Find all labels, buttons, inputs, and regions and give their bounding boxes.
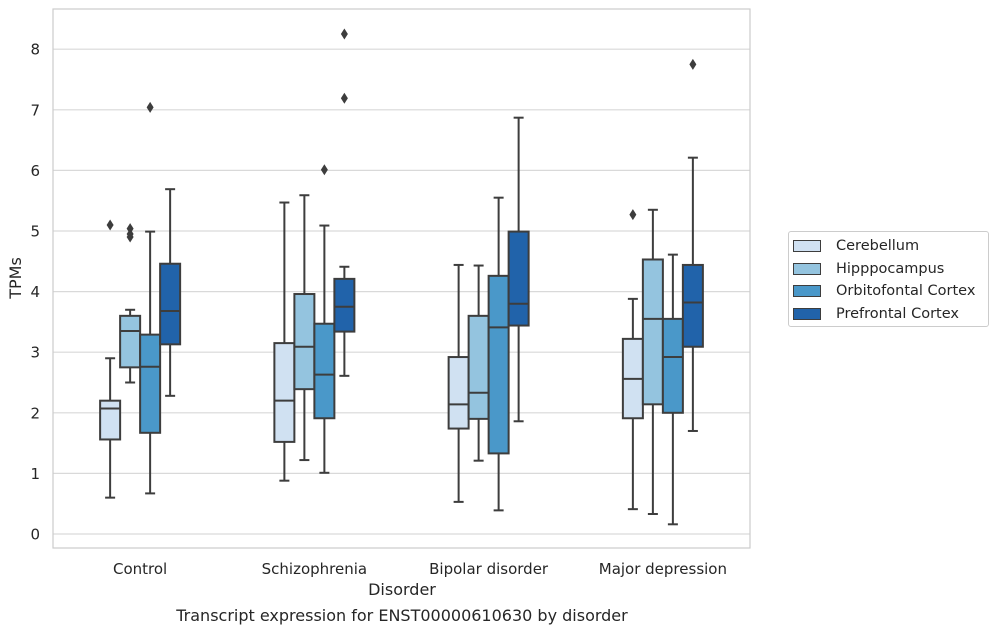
legend-swatch-prefrontal: [793, 307, 821, 320]
outlier-point: [106, 219, 114, 231]
box: [487, 196, 510, 512]
legend-swatch-orbitofrontal: [793, 285, 821, 298]
box: [139, 101, 162, 495]
x-tick-label: Major depression: [599, 560, 727, 578]
legend-label: Prefrontal Cortex: [836, 305, 959, 322]
box-body: [293, 293, 316, 391]
box-body: [641, 258, 664, 406]
box-body: [159, 262, 182, 346]
box-body: [119, 314, 142, 369]
x-tick-label: Schizophrenia: [262, 560, 367, 578]
box-body: [507, 230, 530, 327]
box: [273, 201, 296, 482]
box: [507, 116, 530, 423]
box-body: [313, 322, 336, 420]
box-series: [99, 28, 704, 526]
legend-label: Hipppocampus: [836, 260, 945, 277]
y-tick-label: 6: [30, 162, 40, 180]
y-tick-label: 3: [30, 344, 40, 362]
legend-label: Cerebellum: [836, 238, 920, 255]
box: [661, 253, 684, 526]
box-body: [333, 277, 356, 333]
y-tick-label: 5: [30, 223, 40, 241]
box: [313, 164, 336, 474]
outlier-point: [689, 58, 697, 70]
legend-label: Orbitofontal Cortex: [836, 283, 976, 300]
legend: Cerebellum Hipppocampus Orbitofontal Cor…: [788, 231, 989, 327]
box: [293, 194, 316, 462]
y-tick-label: 0: [30, 526, 40, 544]
box: [681, 58, 704, 432]
legend-swatch-cerebellum: [793, 240, 821, 253]
legend-item-orbitofrontal: Orbitofontal Cortex: [793, 280, 988, 303]
y-tick-label: 8: [30, 41, 40, 59]
y-tick-label: 4: [30, 283, 40, 301]
x-tick-label: Bipolar disorder: [429, 560, 549, 578]
x-axis-label: Disorder: [368, 580, 436, 599]
box-body: [467, 314, 490, 420]
figure-caption: Transcript expression for ENST0000061063…: [176, 606, 628, 625]
box: [621, 209, 644, 511]
y-axis-label: TPMs: [6, 257, 25, 300]
box: [467, 264, 490, 462]
outlier-point: [340, 92, 348, 104]
box-body: [681, 263, 704, 348]
outlier-point: [146, 101, 154, 113]
box: [333, 28, 356, 377]
box-body: [447, 356, 470, 430]
y-tick-label: 2: [30, 404, 40, 422]
legend-item-prefrontal: Prefrontal Cortex: [793, 303, 988, 326]
legend-swatch-hippocampus: [793, 262, 821, 275]
outlier-point: [629, 209, 637, 221]
y-tick-label: 1: [30, 465, 40, 483]
box: [159, 188, 182, 397]
box: [447, 263, 470, 503]
plot-frame: [52, 8, 751, 549]
box-body: [99, 399, 122, 441]
y-tick-labels: 0 1 2 3 4 5 6 7 8: [30, 41, 40, 544]
y-tick-label: 7: [30, 101, 40, 119]
box-body: [139, 333, 162, 434]
outlier-point: [126, 223, 134, 235]
box: [119, 223, 142, 384]
box-body: [487, 274, 510, 455]
x-tick-labels: Control Schizophrenia Bipolar disorder Majo…: [113, 560, 727, 578]
legend-item-cerebellum: Cerebellum: [793, 235, 988, 258]
outlier-point: [320, 164, 328, 176]
box-body: [661, 317, 684, 414]
legend-item-hippocampus: Hipppocampus: [793, 258, 988, 281]
box: [641, 208, 664, 516]
box-body: [273, 342, 296, 443]
box: [99, 219, 122, 499]
x-tick-label: Control: [113, 560, 167, 578]
outlier-point: [340, 28, 348, 40]
